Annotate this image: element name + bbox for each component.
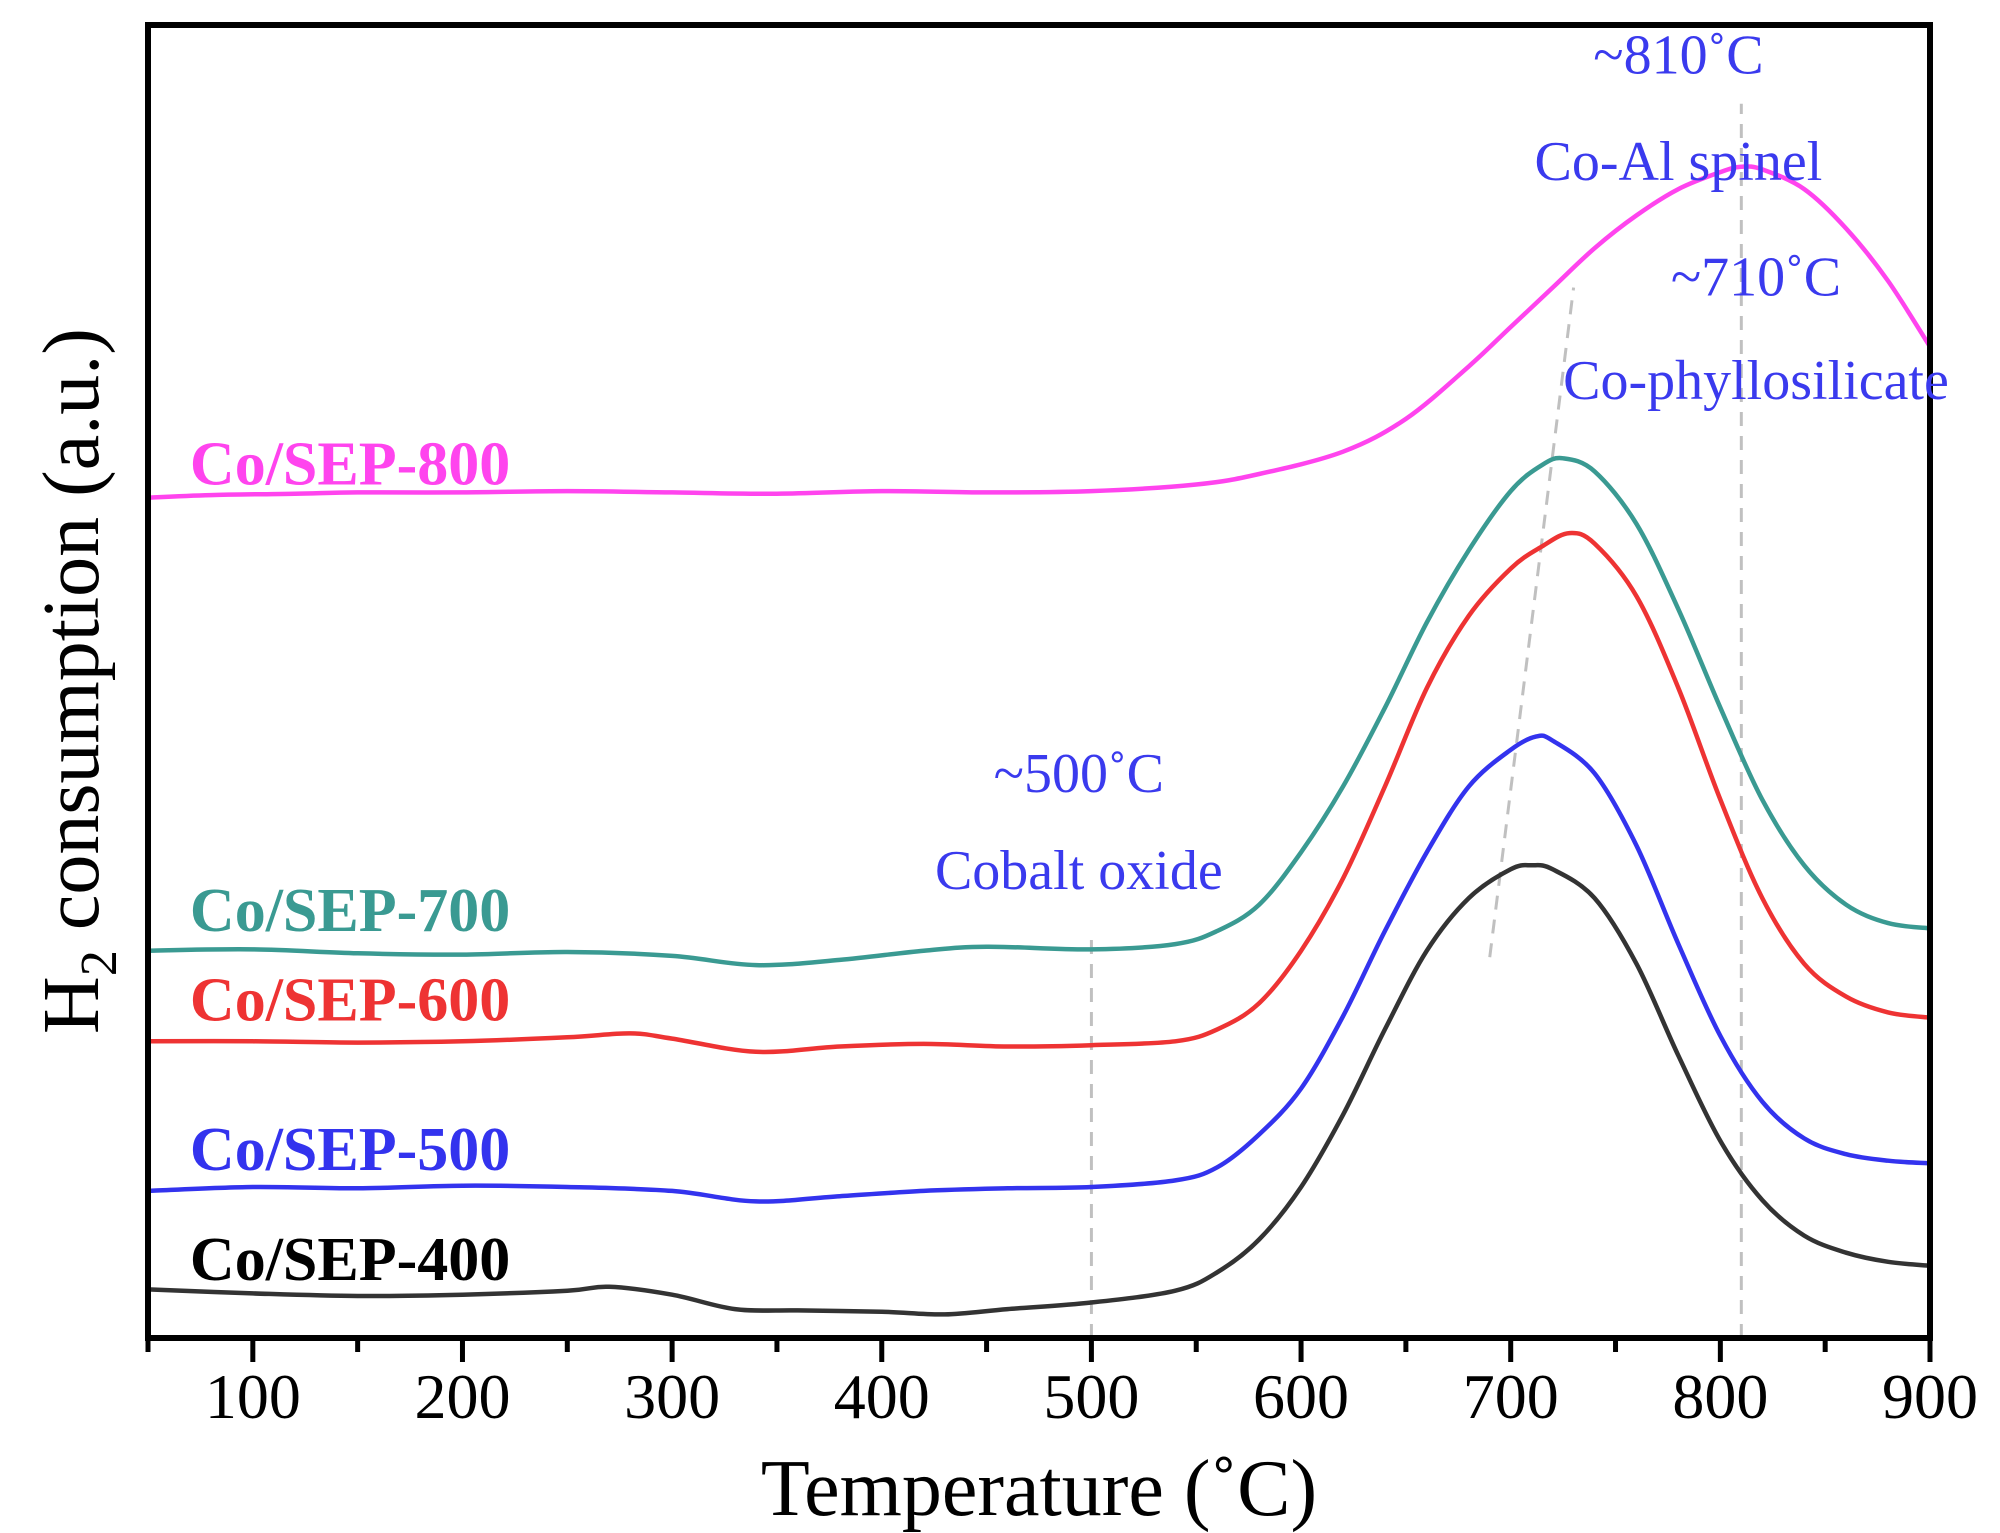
guide-lines xyxy=(1089,103,1743,1338)
series-label-co-sep-700: Co/SEP-700 xyxy=(190,877,510,945)
y-axis-title-rest: consumption (a.u.) xyxy=(28,328,116,950)
plot-frame xyxy=(145,22,1933,1341)
annotation-6: Cobalt oxide xyxy=(935,840,1223,902)
x-tick-label-100: 100 xyxy=(205,1361,301,1432)
series-label-co-sep-800: Co/SEP-800 xyxy=(190,431,510,499)
x-tick-label-800: 800 xyxy=(1672,1361,1768,1432)
annotation-1: ~810˚C xyxy=(1593,25,1763,87)
annotation-2: Co-Al spinel xyxy=(1535,131,1823,193)
series-labels: Co/SEP-800 Co/SEP-700 Co/SEP-600 Co/SEP-500… xyxy=(190,431,510,1295)
series-label-co-sep-400: Co/SEP-400 xyxy=(190,1226,510,1294)
y-axis-title-subscript: 2 xyxy=(71,950,128,976)
annotation-3: ~710˚C xyxy=(1671,246,1841,308)
x-ticks: 100 200 300 400 500 600 700 800 900 xyxy=(145,1338,1978,1432)
y-axis-title-main: H xyxy=(28,976,116,1034)
series-lines xyxy=(147,164,1932,1317)
x-tick-label-500: 500 xyxy=(1043,1361,1139,1432)
guide-line-2 xyxy=(1488,287,1576,958)
x-tick-label-600: 600 xyxy=(1253,1361,1349,1432)
x-tick-label-200: 200 xyxy=(414,1361,510,1432)
annotations: ~810˚C Co-Al spinel ~710˚C Co-phyllosilicat… xyxy=(935,25,1949,902)
x-tick-label-900: 900 xyxy=(1882,1361,1978,1432)
series-label-co-sep-500: Co/SEP-500 xyxy=(190,1116,510,1184)
annotation-4: Co-phyllosilicate xyxy=(1563,350,1949,412)
series-line-co-sep-700 xyxy=(147,455,1931,968)
series-label-co-sep-600: Co/SEP-600 xyxy=(190,966,510,1034)
series-line-co-sep-400 xyxy=(147,862,1931,1317)
x-tick-label-300: 300 xyxy=(624,1361,720,1432)
x-tick-label-700: 700 xyxy=(1463,1361,1559,1432)
x-axis-title: Temperature (˚C) xyxy=(761,1445,1317,1533)
series-line-co-sep-500 xyxy=(147,733,1931,1204)
annotation-5: ~500˚C xyxy=(994,743,1164,805)
series-line-co-sep-800 xyxy=(147,164,1932,500)
series-line-co-sep-600 xyxy=(147,530,1931,1055)
y-axis-title: H2 consumption (a.u.) xyxy=(28,328,128,1034)
x-tick-label-400: 400 xyxy=(834,1361,930,1432)
